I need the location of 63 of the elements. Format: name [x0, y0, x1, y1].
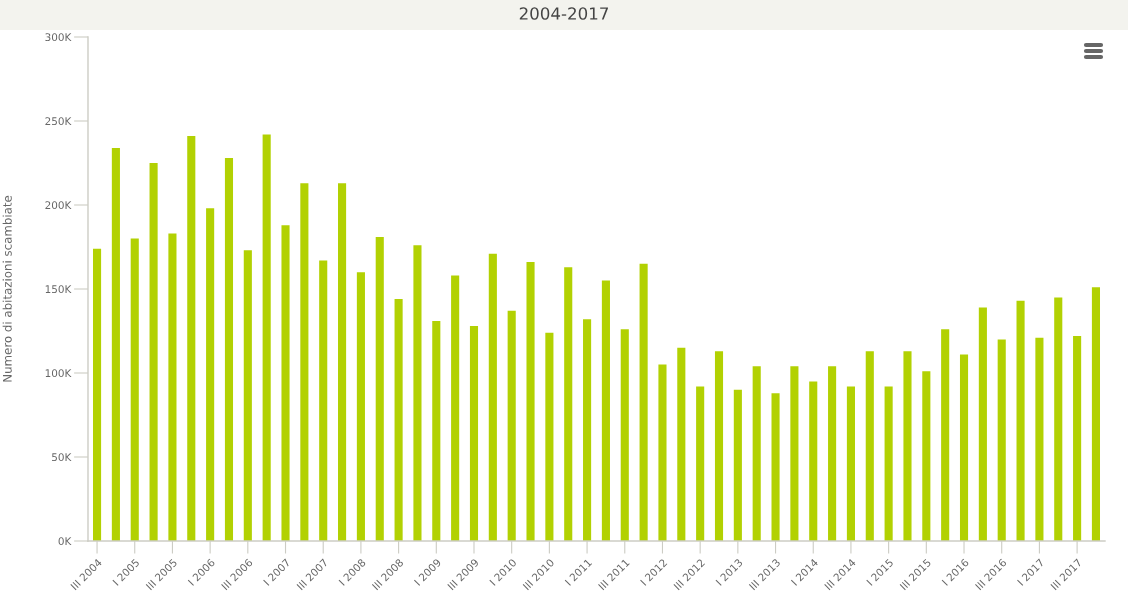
- bar: [620, 329, 629, 541]
- bar: [149, 163, 158, 541]
- bar: [262, 134, 271, 541]
- y-tick-label: 100K: [45, 369, 72, 378]
- bar: [771, 393, 780, 541]
- bar: [601, 280, 610, 541]
- bar: [846, 386, 855, 541]
- bar: [752, 366, 761, 541]
- y-tick-label: 50K: [52, 453, 72, 462]
- bar: [206, 208, 215, 541]
- bar: [828, 366, 837, 541]
- bar: [338, 183, 347, 541]
- bar: [1035, 337, 1044, 541]
- bar: [281, 225, 290, 541]
- bar: [432, 320, 441, 541]
- bar: [507, 310, 516, 541]
- bar: [997, 339, 1006, 541]
- bar: [884, 386, 893, 541]
- bar: [375, 236, 384, 541]
- bar: [356, 272, 365, 541]
- y-tick-label: 300K: [45, 33, 72, 42]
- y-tick-label: 200K: [45, 201, 72, 210]
- bar: [714, 351, 724, 541]
- bar: [677, 347, 686, 541]
- bar: [564, 267, 573, 541]
- bar: [394, 299, 403, 541]
- bar: [809, 381, 818, 541]
- bar: [469, 325, 479, 541]
- bar: [1091, 287, 1101, 541]
- bar: [545, 332, 554, 541]
- bar: [941, 329, 950, 541]
- bar: [451, 275, 460, 541]
- y-tick-label: 150K: [45, 285, 72, 294]
- bar: [224, 157, 234, 541]
- bar: [733, 389, 742, 541]
- bar: [243, 250, 252, 541]
- bar: [300, 183, 309, 541]
- bar: [319, 260, 328, 541]
- bar: [903, 351, 912, 541]
- bar: [111, 147, 120, 541]
- bar: [959, 354, 969, 541]
- bar: [922, 371, 931, 541]
- bar: [92, 248, 102, 541]
- y-axis-title: Numero di abitazioni scambiate: [2, 195, 12, 382]
- bar: [488, 253, 497, 541]
- bar: [1054, 297, 1063, 541]
- bar: [696, 386, 705, 541]
- bar: [187, 136, 196, 541]
- bar: [168, 233, 177, 541]
- bar: [1016, 300, 1025, 541]
- bar: [1073, 336, 1082, 541]
- bar: [526, 262, 535, 541]
- bar: [658, 364, 667, 541]
- y-tick-label: 0K: [58, 537, 72, 546]
- bar: [978, 307, 987, 541]
- y-tick-label: 250K: [45, 117, 72, 126]
- bar: [413, 245, 422, 541]
- bar: [865, 351, 874, 541]
- chart-title: 2004-2017: [519, 7, 608, 20]
- bar: [583, 319, 592, 541]
- bar: [130, 238, 139, 541]
- bar: [790, 366, 799, 541]
- bar: [639, 263, 648, 541]
